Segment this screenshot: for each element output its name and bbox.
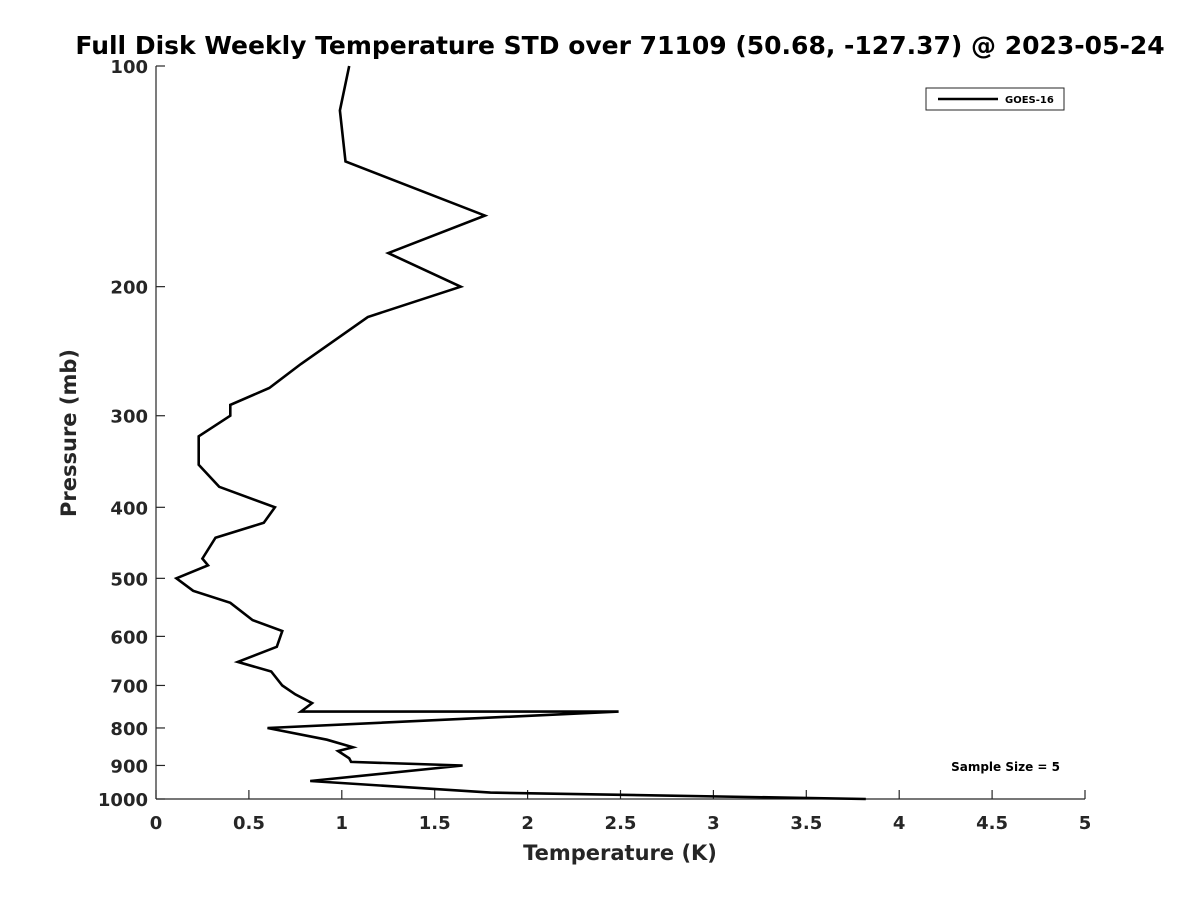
y-tick-label: 1000	[98, 790, 148, 811]
x-tick-label: 2.5	[605, 813, 637, 834]
y-tick-label: 400	[110, 498, 148, 519]
series-layer	[173, 65, 866, 801]
y-tick-label: 800	[110, 719, 148, 740]
legend-label: GOES-16	[1005, 95, 1054, 106]
x-tick-label: 1	[336, 813, 349, 834]
y-tick-label: 500	[110, 569, 148, 590]
x-tick-label: 2	[521, 813, 534, 834]
y-axis-label: Pressure (mb)	[57, 349, 81, 517]
y-tick-label: 900	[110, 756, 148, 777]
y-tick-label: 100	[110, 57, 148, 78]
x-tick-label: 4	[893, 813, 906, 834]
y-tick-label: 200	[110, 278, 148, 299]
y-tick-label: 300	[110, 407, 148, 428]
x-axis-label: Temperature (K)	[523, 841, 717, 865]
x-ticks: 0 0.5 1 1.5 2 2.5 3 3.5 4 4.5 5	[150, 790, 1092, 834]
y-tick-label: 700	[110, 676, 148, 697]
x-tick-label: 3.5	[790, 813, 822, 834]
x-tick-label: 3	[707, 813, 720, 834]
x-tick-label: 0	[150, 813, 163, 834]
series-line-goes-16	[173, 65, 866, 801]
legend: GOES-16	[925, 87, 1065, 111]
y-ticks: 100 200 300 400 500 600 700 800 900 1000	[98, 57, 165, 811]
x-tick-label: 0.5	[233, 813, 265, 834]
chart-title: Full Disk Weekly Temperature STD over 71…	[75, 31, 1164, 60]
x-tick-label: 5	[1079, 813, 1092, 834]
x-tick-label: 4.5	[976, 813, 1008, 834]
y-tick-label: 600	[110, 627, 148, 648]
sample-size-annotation: Sample Size = 5	[951, 760, 1060, 774]
x-tick-label: 1.5	[419, 813, 451, 834]
